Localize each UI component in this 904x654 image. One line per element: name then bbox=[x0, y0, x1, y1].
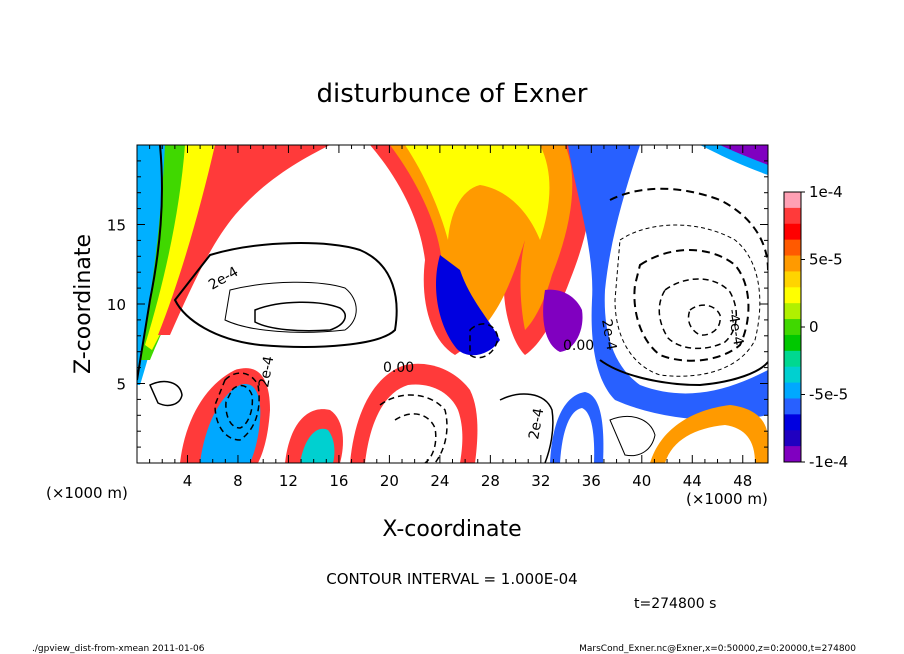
plot-area: 2e-4 2e-4 2e-4 0.00 0.00 2e-4 -4e-4 bbox=[137, 145, 768, 463]
chart-title: disturbunce of Exner bbox=[317, 79, 588, 109]
x-tick-label: 4 bbox=[183, 472, 193, 490]
contour-lines bbox=[137, 145, 768, 463]
colorbar-swatch bbox=[784, 207, 801, 225]
x-axis-label: X-coordinate bbox=[382, 517, 521, 542]
contour-label: 0.00 bbox=[563, 338, 594, 354]
x-tick-label: 8 bbox=[233, 472, 243, 490]
colorbar-tick-label: 5e-5 bbox=[809, 251, 843, 269]
colorbar-swatch bbox=[784, 239, 801, 257]
colorbar-swatch bbox=[784, 223, 801, 241]
colorbar-swatch bbox=[784, 271, 801, 288]
colorbar-tick-label: -1e-4 bbox=[809, 453, 848, 471]
colorbar-swatch bbox=[784, 398, 801, 415]
colorbar-swatch bbox=[784, 303, 801, 320]
x-tick-label: 24 bbox=[430, 472, 449, 490]
x-tick-label: 48 bbox=[733, 472, 752, 490]
colorbar-swatch bbox=[784, 192, 801, 209]
colorbar-tick-label: -5e-5 bbox=[809, 386, 848, 404]
colorbar-tick-label: 0 bbox=[809, 318, 819, 336]
contour-interval-text: CONTOUR INTERVAL = 1.000E-04 bbox=[326, 570, 577, 588]
colorbar-swatch bbox=[784, 255, 801, 272]
y-tick-label: 10 bbox=[107, 296, 126, 314]
x-tick-label: 44 bbox=[683, 472, 702, 490]
y-tick-label: 5 bbox=[116, 376, 126, 394]
contour-label: 2e-4 bbox=[526, 407, 547, 441]
y-axis: 5 10 15 bbox=[107, 160, 768, 448]
x-tick-label: 32 bbox=[531, 472, 550, 490]
time-text: t=274800 s bbox=[634, 596, 716, 612]
colorbar-swatch bbox=[784, 446, 801, 463]
colorbar-swatch bbox=[784, 366, 801, 384]
x-axis-unit-right: (×1000 m) bbox=[686, 490, 768, 508]
colorbar-swatch bbox=[784, 287, 801, 304]
contour-label: -4e-4 bbox=[724, 308, 746, 347]
colorbar-swatch bbox=[784, 334, 801, 352]
x-tick-label: 36 bbox=[582, 472, 601, 490]
filled-region-right-band bbox=[568, 145, 768, 420]
x-tick-label: 28 bbox=[481, 472, 500, 490]
x-tick-label: 20 bbox=[380, 472, 399, 490]
colorbar-tick-label: 1e-4 bbox=[809, 183, 843, 201]
contour-label: 2e-4 bbox=[598, 318, 619, 352]
colorbar-swatch bbox=[784, 430, 801, 447]
x-axis-unit-left: (×1000 m) bbox=[46, 484, 128, 502]
filled-region-bottom bbox=[180, 363, 768, 463]
filled-region-center-plume bbox=[370, 145, 591, 356]
colorbar-swatch bbox=[784, 382, 801, 399]
y-tick-label: 15 bbox=[107, 217, 126, 235]
footer-left: ./gpview_dist-from-xmean 2011-01-06 bbox=[32, 644, 205, 654]
colorbar-swatch bbox=[784, 414, 801, 431]
footer-right: MarsCond_Exner.nc@Exner,x=0:50000,z=0:20… bbox=[579, 644, 856, 654]
x-tick-label: 16 bbox=[329, 472, 348, 490]
x-tick-label: 40 bbox=[632, 472, 651, 490]
colorbar-swatch bbox=[784, 319, 801, 336]
contour-label: 2e-4 bbox=[256, 355, 277, 389]
colorbar: 1e-4 5e-5 0 -5e-5 -1e-4 bbox=[783, 183, 848, 471]
contour-label: 0.00 bbox=[383, 360, 414, 376]
x-axis: 4 8 12 16 20 24 28 32 36 40 44 48 bbox=[149, 145, 756, 490]
y-axis-label: Z-coordinate bbox=[71, 234, 96, 374]
contour-labels: 2e-4 2e-4 2e-4 0.00 0.00 2e-4 -4e-4 bbox=[206, 264, 746, 441]
x-tick-label: 12 bbox=[279, 472, 298, 490]
filled-region-left-band bbox=[137, 145, 330, 385]
colorbar-swatch bbox=[784, 350, 801, 368]
